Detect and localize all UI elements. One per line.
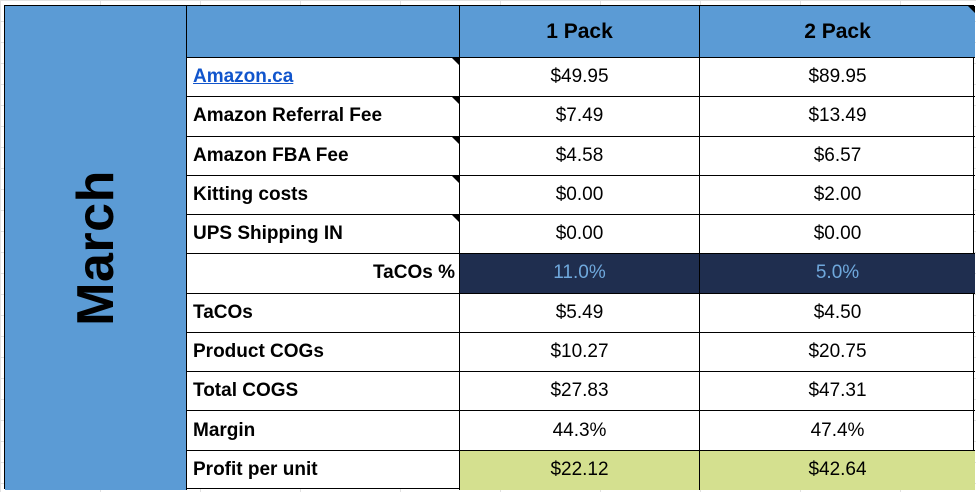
amazon-ca-link[interactable]: Amazon.ca [193,66,294,88]
amazon-ca-2-pack[interactable]: $89.95 [700,58,975,98]
tacos-2-pack[interactable]: $4.50 [700,294,975,333]
row-label-amazon-ca[interactable]: Amazon.ca [187,58,460,98]
ups-shipping-1-pack[interactable]: $0.00 [460,215,700,255]
kitting-costs-1-pack[interactable]: $0.00 [460,175,700,216]
total-cogs-2-pack[interactable]: $47.31 [700,372,975,412]
column-header-1-pack[interactable]: 1 Pack [460,6,700,58]
kitting-costs-2-pack[interactable]: $2.00 [700,176,975,216]
ups-shipping-2-pack[interactable]: $0.00 [700,215,975,255]
row-label-tacos-percent[interactable]: TaCOs % [187,254,460,294]
total-cogs-1-pack[interactable]: $27.83 [460,372,700,412]
tacos-percent-1-pack[interactable]: 11.0% [460,254,700,294]
amazon-ca-1-pack[interactable]: $49.95 [460,58,700,98]
fba-fee-2-pack[interactable]: $6.57 [700,137,975,176]
month-column[interactable]: March [5,6,187,490]
product-cogs-2-pack[interactable]: $20.75 [700,333,975,373]
row-label-kitting-costs[interactable]: Kitting costs [187,175,460,216]
header-blank-cell[interactable] [187,6,460,58]
row-label-referral-fee[interactable]: Amazon Referral Fee [187,97,460,137]
margin-1-pack[interactable]: 44.3% [460,411,700,451]
fba-fee-1-pack[interactable]: $4.58 [460,136,700,176]
row-label-profit-per-unit[interactable]: Profit per unit [187,450,460,490]
referral-fee-2-pack[interactable]: $13.49 [700,97,975,137]
row-label-fba-fee[interactable]: Amazon FBA Fee [187,136,460,176]
month-label: March [66,170,125,326]
tacos-percent-2-pack[interactable]: 5.0% [700,254,975,294]
margin-2-pack[interactable]: 47.4% [700,411,975,451]
tacos-1-pack[interactable]: $5.49 [460,293,700,333]
row-label-tacos[interactable]: TaCOs [187,293,460,333]
row-label-margin[interactable]: Margin [187,411,460,451]
column-header-2-pack[interactable]: 2 Pack [700,6,975,58]
profit-per-unit-2-pack[interactable]: $42.64 [700,450,975,490]
row-label-ups-shipping[interactable]: UPS Shipping IN [187,215,460,255]
pricing-table: March 1 Pack 2 Pack Amazon.ca $49.95 $89… [4,5,975,490]
profit-per-unit-1-pack[interactable]: $22.12 [460,450,700,490]
row-label-product-cogs[interactable]: Product COGs [187,332,460,373]
row-label-total-cogs[interactable]: Total COGS [187,372,460,412]
product-cogs-1-pack[interactable]: $10.27 [460,332,700,373]
referral-fee-1-pack[interactable]: $7.49 [460,97,700,137]
